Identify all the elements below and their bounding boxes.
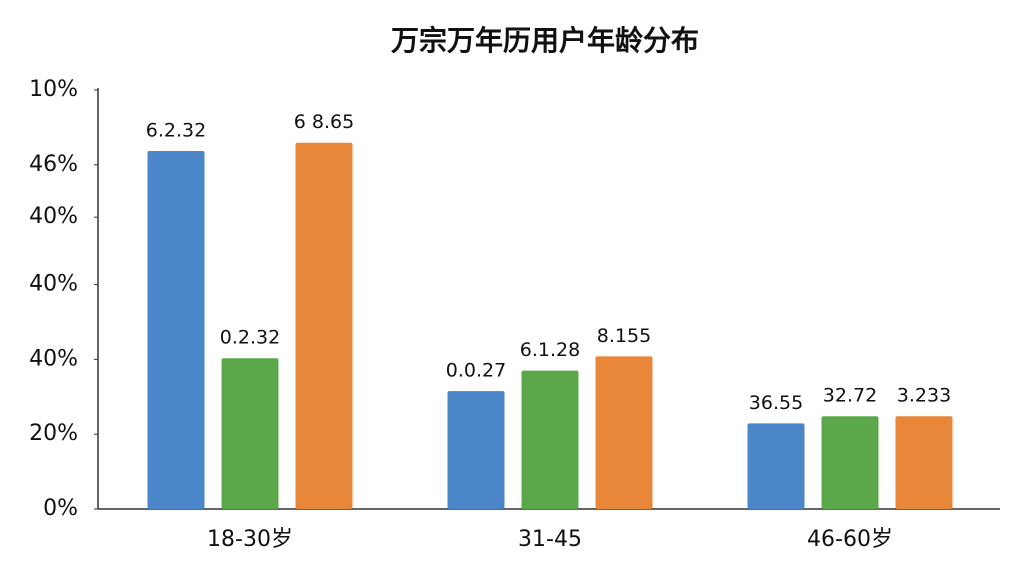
bar	[221, 358, 279, 509]
bar	[821, 416, 879, 509]
x-tick-label: 18-30岁	[207, 527, 293, 552]
data-label: 32.72	[823, 385, 877, 407]
bar	[295, 142, 353, 510]
data-label: 6.1.28	[520, 339, 580, 361]
data-label: 8.155	[597, 325, 651, 347]
bar	[147, 150, 205, 509]
data-label: 3.233	[897, 385, 951, 407]
bar	[595, 356, 653, 509]
data-label: 0.0.27	[446, 360, 506, 382]
bar	[747, 423, 805, 509]
data-label: 0.2.32	[220, 327, 280, 349]
y-tick-label: 10%	[29, 77, 78, 102]
chart-title: 万宗万年历用户年龄分布	[391, 24, 699, 57]
data-label: 36.55	[749, 392, 803, 414]
bar	[895, 416, 953, 509]
y-tick-label: 40%	[29, 272, 78, 297]
bar	[521, 370, 579, 509]
bar	[447, 391, 505, 509]
data-label: 6 8.65	[294, 111, 354, 133]
y-tick-label: 0%	[43, 496, 78, 521]
y-tick-label: 46%	[29, 152, 78, 177]
x-tick-label: 46-60岁	[807, 527, 893, 552]
data-label: 6.2.32	[146, 119, 206, 141]
x-tick-label: 31-45	[518, 527, 582, 552]
y-tick-label: 20%	[29, 421, 78, 446]
y-tick-label: 40%	[29, 204, 78, 229]
y-tick-label: 40%	[29, 346, 78, 371]
